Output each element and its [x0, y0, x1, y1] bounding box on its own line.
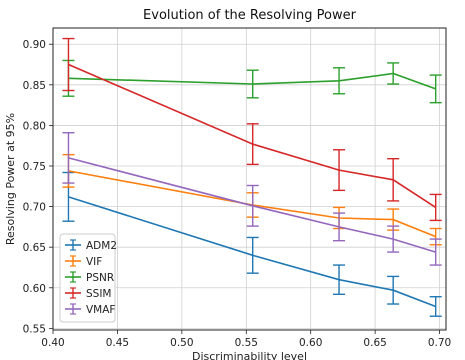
legend-label-adm2: ADM2 — [86, 240, 117, 252]
y-axis-title: Resolving Power at 95% — [4, 113, 17, 245]
grid — [52, 28, 446, 330]
y-tick-label: 0.75 — [23, 161, 46, 173]
ticks: 0.40 0.45 0.50 0.55 0.60 0.65 0.70 0.55 0.60 0.65… — [23, 39, 452, 349]
y-tick-label: 0.90 — [23, 39, 46, 51]
legend-item-ssim: SSIM — [65, 287, 112, 300]
y-tick-label: 0.65 — [23, 242, 46, 254]
x-tick-label: 0.40 — [41, 337, 64, 349]
y-tick-label: 0.60 — [23, 283, 46, 295]
x-tick-label: 0.60 — [299, 337, 322, 349]
x-tick-label: 0.55 — [235, 337, 258, 349]
legend-label-ssim: SSIM — [86, 288, 112, 300]
legend-label-psnr: PSNR — [86, 272, 114, 284]
y-tick-label: 0.70 — [23, 202, 46, 214]
legend-item-vmaf: VMAF — [65, 303, 115, 316]
x-axis-title: Discriminability level — [192, 350, 307, 360]
legend-label-vmaf: VMAF — [86, 304, 115, 316]
legend-label-vif: VIF — [86, 256, 102, 268]
series-vmaf — [62, 132, 442, 266]
chart-title: Evolution of the Resolving Power — [143, 8, 357, 23]
y-tick-label: 0.85 — [23, 80, 46, 92]
y-tick-label: 0.80 — [23, 120, 46, 132]
legend-item-adm2: ADM2 — [65, 239, 117, 252]
legend-item-vif: VIF — [65, 255, 102, 268]
legend: ADM2 VIF PSNR SSIM VMAF — [59, 233, 117, 323]
series-ssim — [62, 37, 442, 222]
plot-frame — [52, 27, 447, 331]
x-tick-label: 0.45 — [106, 337, 129, 349]
y-tick-label: 0.55 — [23, 323, 46, 335]
series-psnr — [62, 59, 442, 104]
legend-item-psnr: PSNR — [65, 271, 114, 284]
x-tick-label: 0.65 — [363, 337, 386, 349]
x-tick-label: 0.50 — [170, 337, 193, 349]
series-layer — [62, 37, 442, 317]
x-tick-label: 0.70 — [428, 337, 451, 349]
